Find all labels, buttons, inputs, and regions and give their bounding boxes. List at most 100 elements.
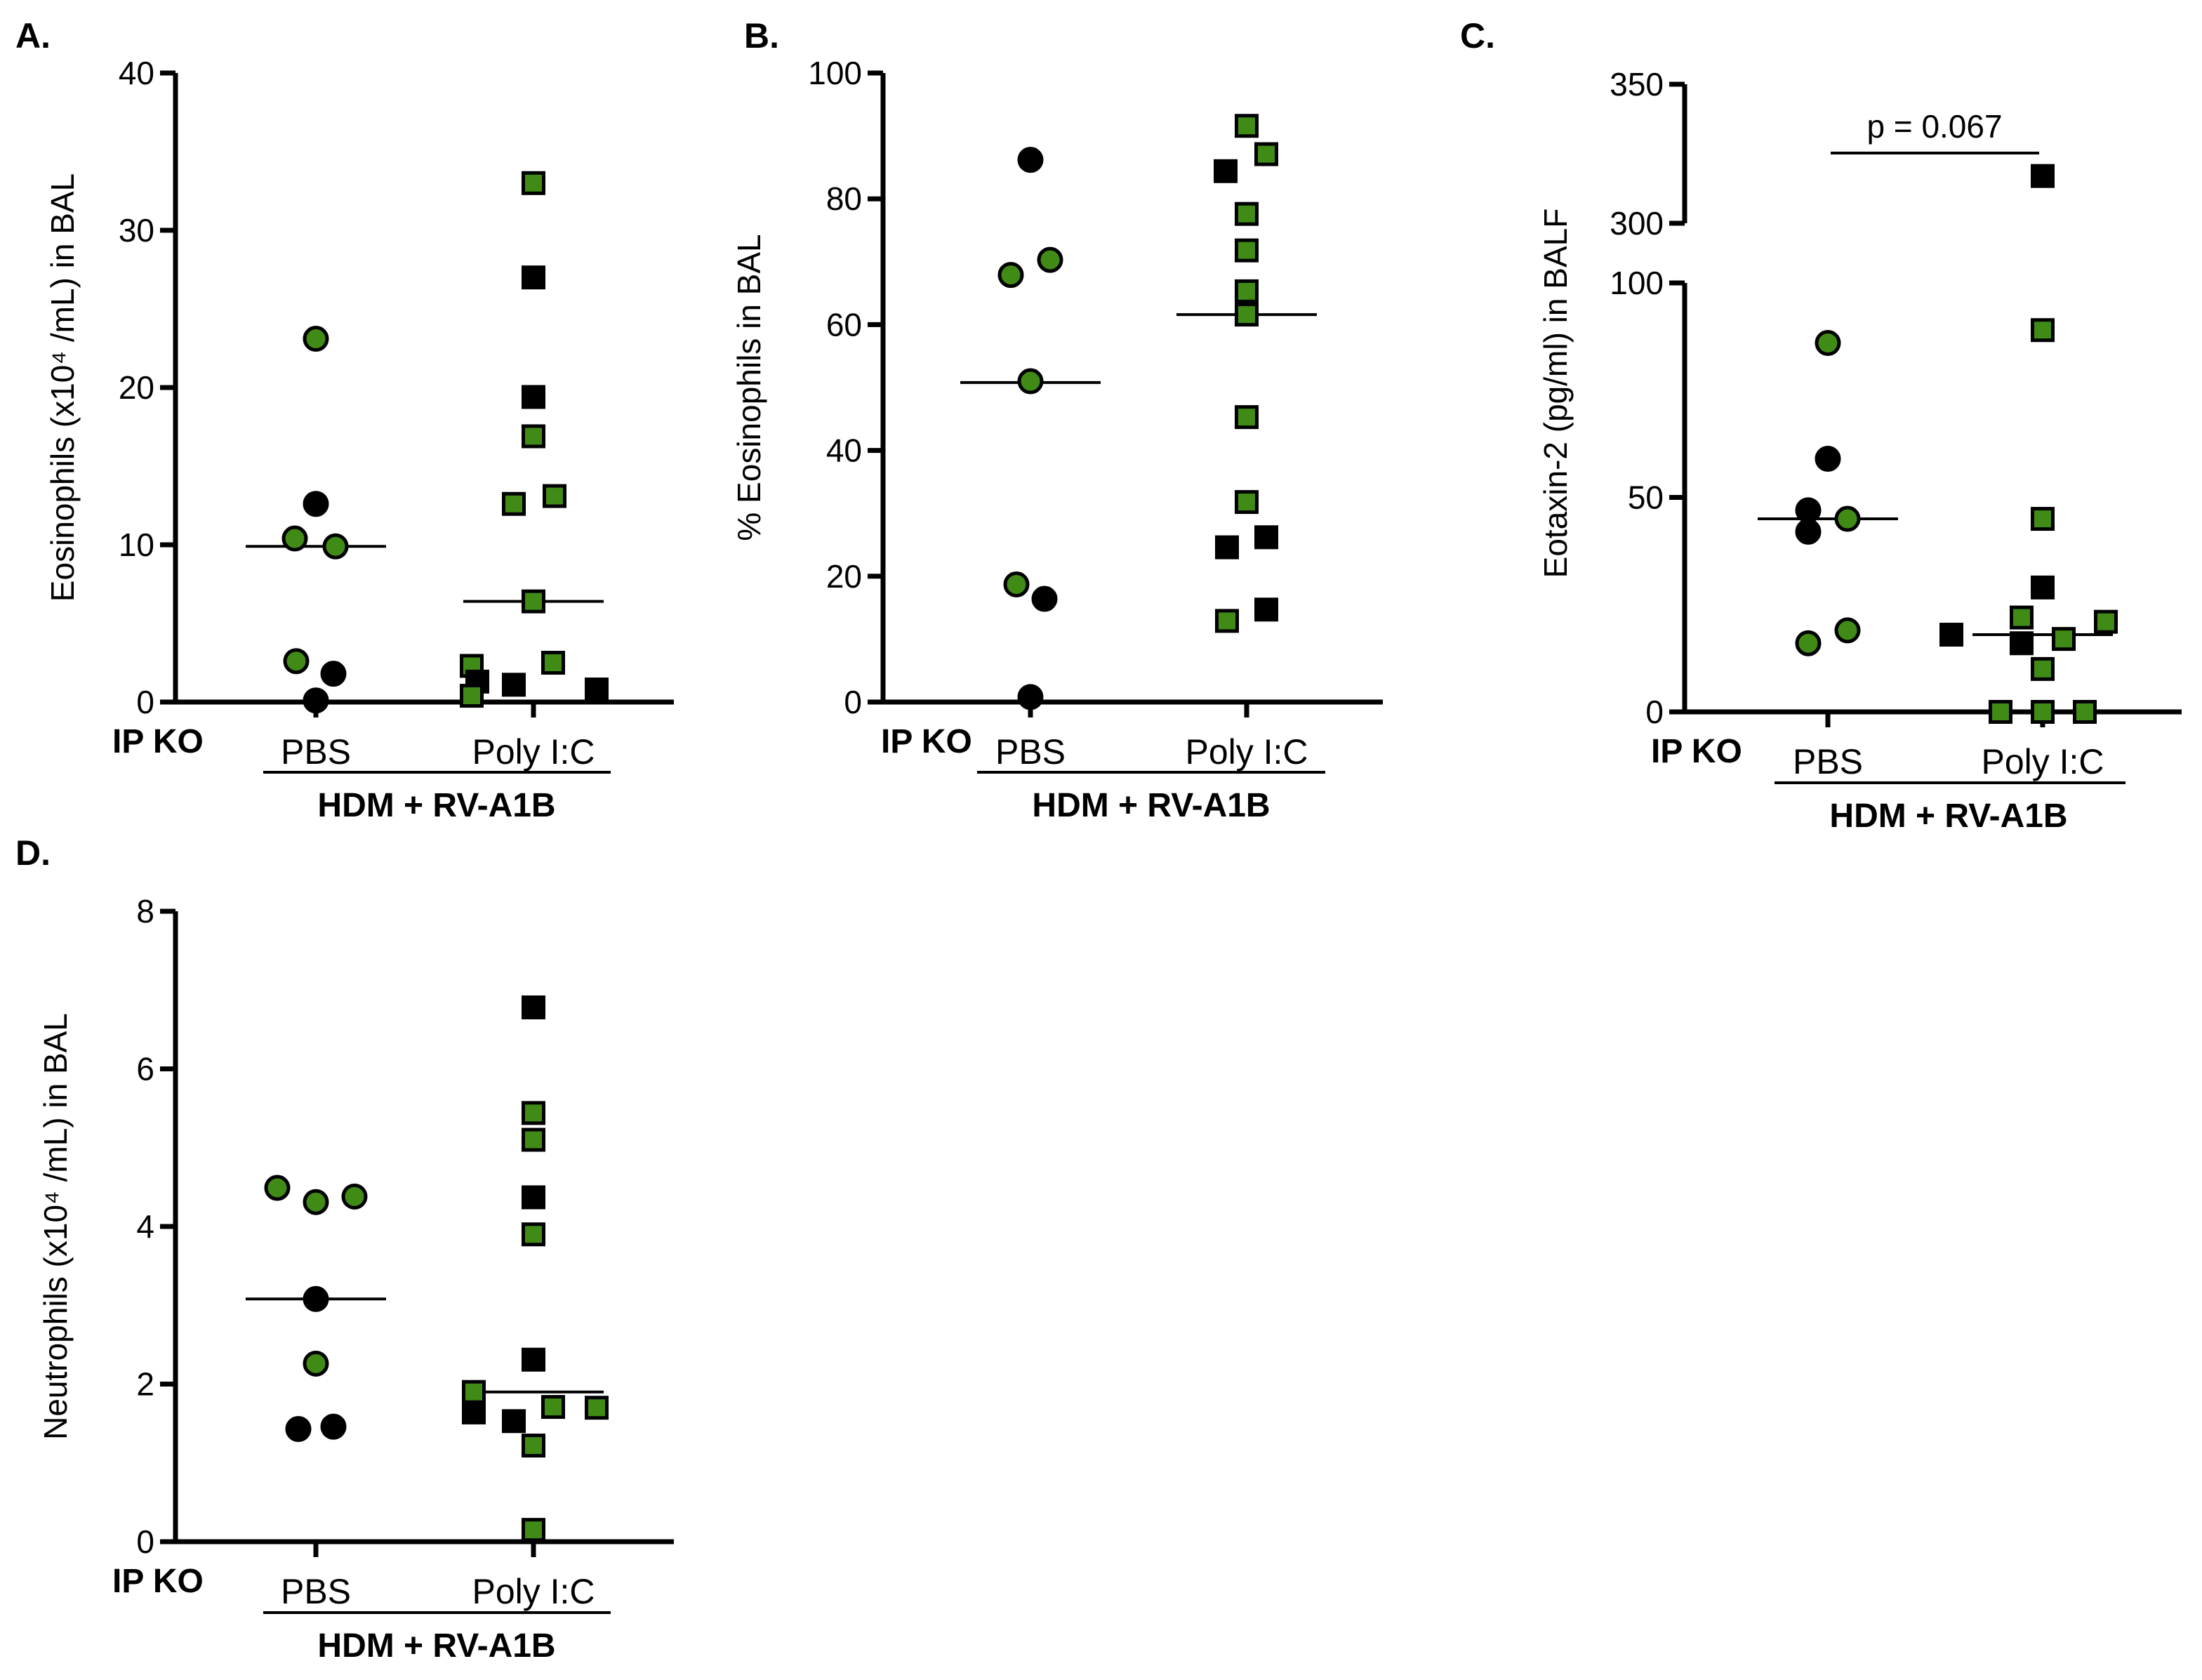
- data-point-square: [1254, 142, 1278, 166]
- x-tick-label: Poly I:C: [472, 1572, 595, 1611]
- data-point-square: [522, 171, 545, 195]
- y-axis-title: Neutrophils (x10⁴ /mL) in BAL: [37, 1013, 74, 1440]
- panel-letter: A.: [15, 16, 51, 55]
- panel-letter: C.: [1460, 16, 1495, 55]
- data-point-circle: [1795, 630, 1822, 656]
- panel-letter: B.: [744, 16, 779, 55]
- data-point-square: [1235, 201, 1259, 226]
- data-point-circle: [1795, 518, 1822, 545]
- data-point-square: [1254, 525, 1278, 550]
- y-tick-label: 100: [808, 55, 862, 91]
- group-label: HDM + RV-A1B: [317, 1627, 555, 1665]
- data-point-square: [543, 484, 566, 508]
- data-point-circle: [322, 533, 349, 560]
- data-point-square: [2031, 318, 2055, 343]
- x-tick-label: Poly I:C: [472, 732, 595, 772]
- x-tick-label: PBS: [1793, 742, 1863, 781]
- data-point-square: [522, 589, 545, 614]
- y-tick-label: 300: [1610, 205, 1664, 242]
- y-tick-label: 0: [1645, 694, 1664, 730]
- data-point-square: [2031, 164, 2055, 188]
- data-point-circle: [1031, 586, 1058, 612]
- data-point-square: [522, 1434, 545, 1458]
- y-tick-label: 6: [136, 1051, 154, 1087]
- data-point-square: [522, 1518, 545, 1542]
- data-point-square: [522, 1101, 545, 1125]
- data-point-square: [1215, 535, 1239, 560]
- y-tick-label: 40: [826, 432, 862, 469]
- data-point-circle: [1003, 571, 1030, 597]
- data-point-circle: [303, 1285, 329, 1312]
- y-tick-label: 10: [119, 527, 154, 563]
- row-label: IP KO: [1651, 733, 1742, 770]
- data-point-square: [522, 1347, 545, 1372]
- y-tick-label: 40: [119, 55, 154, 91]
- data-point-square: [460, 684, 484, 708]
- data-point-square: [2010, 605, 2034, 630]
- y-tick-label: 20: [119, 369, 154, 406]
- data-point-square: [502, 491, 526, 516]
- data-point-square: [585, 1396, 609, 1420]
- data-point-square: [1215, 609, 1239, 633]
- data-point-square: [1235, 279, 1259, 303]
- y-tick-label: 0: [136, 684, 154, 720]
- y-tick-label: 100: [1610, 265, 1664, 301]
- x-tick-label: Poly I:C: [1981, 742, 2104, 781]
- y-tick-label: 0: [136, 1523, 154, 1560]
- data-point-square: [522, 1222, 545, 1247]
- y-tick-label: 0: [844, 684, 862, 720]
- data-point-circle: [1795, 497, 1822, 524]
- data-point-circle: [281, 525, 308, 552]
- chart-panel-c: C. 0 50 100 300 350 Eotaxin-2 (pg/ml) in BALF P…: [1460, 16, 2182, 835]
- x-tick-label: PBS: [281, 1572, 351, 1611]
- data-point-square: [522, 265, 545, 290]
- data-point-square: [502, 1409, 526, 1434]
- data-point-circle: [303, 1189, 329, 1215]
- y-tick-label: 2: [136, 1366, 154, 1403]
- data-point-square: [1235, 303, 1259, 327]
- significance-label: p = 0.067: [1866, 108, 2002, 145]
- row-label: IP KO: [112, 1563, 204, 1600]
- data-point-square: [1235, 238, 1259, 263]
- x-tick-label: PBS: [995, 732, 1066, 772]
- x-tick-label: Poly I:C: [1185, 732, 1308, 772]
- data-point-square: [541, 651, 565, 675]
- row-label: IP KO: [112, 723, 204, 760]
- data-point-circle: [303, 1350, 329, 1377]
- data-point-circle: [303, 491, 329, 517]
- y-tick-label: 30: [119, 212, 154, 249]
- data-point-square: [2031, 507, 2055, 531]
- y-tick-label: 4: [136, 1208, 154, 1245]
- data-point-square: [462, 1400, 486, 1424]
- data-point-square: [522, 1127, 545, 1152]
- data-point-circle: [320, 661, 347, 687]
- y-tick-label: 50: [1628, 479, 1664, 516]
- y-tick-label: 60: [826, 306, 862, 343]
- y-tick-label: 80: [826, 180, 862, 217]
- group-label: HDM + RV-A1B: [1829, 798, 2067, 835]
- data-point-circle: [303, 687, 329, 714]
- data-point-square: [541, 1395, 565, 1420]
- chart-panel-b: B. 0 20 40 60 80 100 % Eosinophils in BAL PBS Pol…: [731, 16, 1383, 824]
- data-point-square: [1235, 114, 1259, 138]
- y-axis-title: Eotaxin-2 (pg/ml) in BALF: [1537, 209, 1574, 578]
- y-tick-label: 350: [1610, 66, 1664, 102]
- group-label: HDM + RV-A1B: [1032, 787, 1270, 824]
- row-label: IP KO: [881, 723, 972, 760]
- chart-panel-a: A. 0 10 20 30 40 Eosinophils (x10⁴ /mL) in BAL…: [15, 16, 674, 824]
- y-tick-label: 20: [826, 558, 862, 595]
- data-point-square: [1939, 623, 1963, 647]
- data-point-square: [2094, 609, 2118, 634]
- data-point-square: [2073, 700, 2097, 724]
- data-point-square: [522, 1185, 545, 1210]
- data-point-square: [1989, 700, 2012, 724]
- data-point-circle: [1017, 147, 1044, 173]
- data-point-square: [585, 677, 609, 702]
- data-point-square: [2010, 631, 2034, 656]
- data-point-circle: [1834, 505, 1861, 532]
- data-point-circle: [320, 1413, 347, 1440]
- chart-panel-d: D. 0 2 4 6 8 Neutrophils (x10⁴ /mL) in BAL PBS P…: [15, 833, 674, 1665]
- data-point-square: [1235, 490, 1259, 515]
- data-point-square: [2031, 700, 2055, 724]
